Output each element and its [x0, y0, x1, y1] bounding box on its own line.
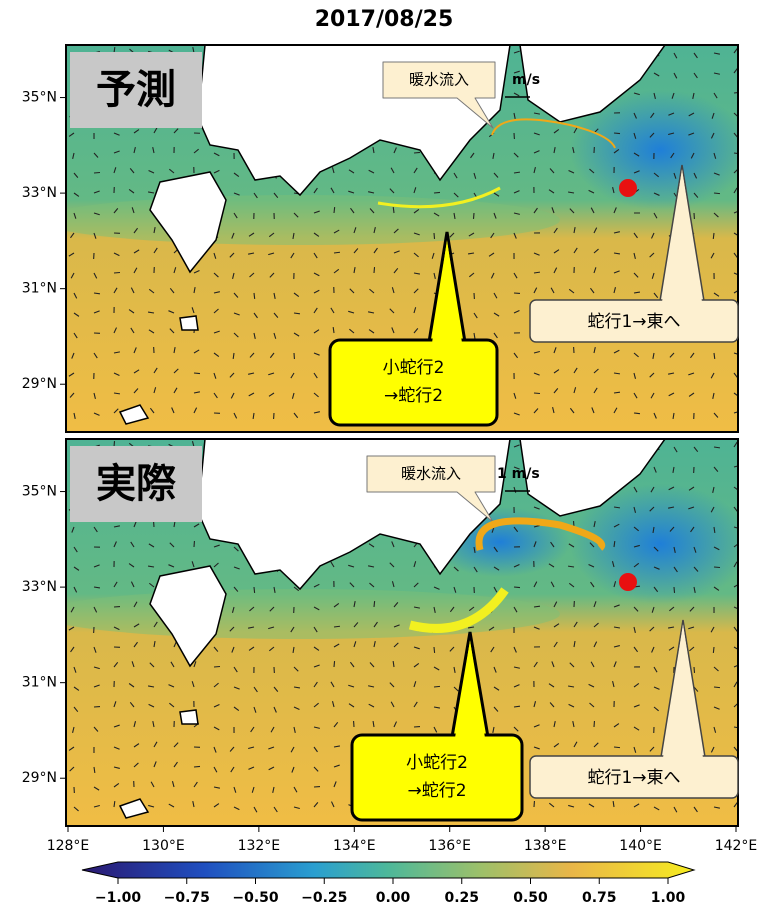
- y-tick-label: 29°N: [22, 770, 57, 786]
- x-tick-label: 132°E: [238, 838, 281, 854]
- flow-vector: [194, 766, 200, 767]
- flow-vector: [634, 413, 640, 414]
- flow-vector: [393, 207, 394, 213]
- flow-vector: [334, 661, 335, 667]
- colorbar-tick-label: −1.00: [95, 890, 142, 906]
- land: [180, 710, 198, 724]
- flow-vector: [254, 293, 255, 299]
- flow-vector: [374, 267, 375, 273]
- flow-vector: [434, 686, 440, 687]
- colorbar-tick-label: −0.75: [164, 890, 210, 906]
- flow-vector: [434, 233, 435, 239]
- colorbar-tick-label: 0.00: [376, 890, 411, 906]
- x-tick-label: 140°E: [619, 838, 662, 854]
- flow-vector: [434, 647, 435, 653]
- scale-label: 1 m/s: [497, 466, 540, 482]
- colorbar-tick-label: 1.00: [651, 890, 686, 906]
- x-tick-label: 128°E: [47, 838, 90, 854]
- colorbar-tick-label: −0.25: [301, 890, 347, 906]
- flow-vector: [694, 667, 695, 673]
- callout-text: 蛇行1→東へ: [587, 312, 680, 332]
- flow-vector: [734, 92, 740, 93]
- flow-vector: [334, 626, 340, 627]
- flow-vector: [534, 606, 540, 607]
- flow-vector: [713, 233, 714, 239]
- colorbar-tick-label: 0.25: [444, 890, 479, 906]
- flow-vector: [714, 687, 720, 688]
- flow-vector: [414, 152, 420, 153]
- colorbar: −1.00 −0.75 −0.50 −0.25 0.00 0.25 0.50 0.75 1.00: [82, 862, 694, 906]
- y-tick-label: 31°N: [22, 675, 57, 691]
- map-panel: 29°N 31°N 33°N 35°N 予測 暖水流入 m/s 小蛇行2 →蛇行2 蛇行1→東へ: [22, 45, 750, 432]
- callout: [352, 735, 522, 820]
- flow-vector: [614, 133, 620, 134]
- x-tick-label: 136°E: [428, 838, 471, 854]
- callout: [330, 340, 497, 425]
- flow-vector: [674, 587, 675, 593]
- flow-vector: [334, 207, 335, 213]
- colorbar-tick-label: 0.75: [582, 890, 617, 906]
- panel-label: 実際: [96, 461, 176, 507]
- y-tick-label: 35°N: [22, 90, 57, 106]
- colorbar-bar: [82, 862, 694, 878]
- callout-text: 小蛇行2: [406, 753, 468, 773]
- location-marker: [619, 573, 637, 591]
- panel-label: 予測: [96, 67, 176, 113]
- flow-vector: [614, 747, 620, 748]
- y-tick-label: 35°N: [22, 484, 57, 500]
- scale-label: m/s: [512, 72, 540, 88]
- flow-vector: [254, 587, 255, 593]
- callout-text: 暖水流入: [401, 465, 461, 483]
- y-tick-label: 31°N: [22, 281, 57, 297]
- coastal-band: [40, 195, 560, 245]
- title: 2017/08/25: [315, 7, 454, 32]
- colorbar-tick-label: −0.50: [232, 890, 279, 906]
- y-tick-label: 33°N: [22, 579, 57, 595]
- flow-vector: [334, 252, 340, 253]
- colorbar-tick-label: 0.50: [513, 890, 548, 906]
- x-tick-label: 138°E: [524, 838, 567, 854]
- flow-vector: [194, 373, 200, 374]
- map-panel: 29°N 31°N 33°N 35°N 実際 暖水流入 1 m/s 小蛇行2 →蛇行2 蛇行1→東…: [22, 439, 750, 826]
- y-tick-label: 33°N: [22, 185, 57, 201]
- callout-text: →蛇行2: [407, 781, 466, 801]
- callout-text: 蛇行1→東へ: [587, 768, 680, 788]
- location-marker: [619, 179, 637, 197]
- land: [180, 316, 198, 330]
- flow-vector: [514, 587, 520, 588]
- flow-vector: [473, 213, 474, 219]
- y-tick-label: 29°N: [22, 376, 57, 392]
- callout-text: 暖水流入: [409, 71, 469, 89]
- callout-text: →蛇行2: [384, 386, 443, 406]
- flow-vector: [434, 192, 440, 193]
- flow-vector: [713, 647, 714, 653]
- flow-vector: [374, 601, 375, 607]
- x-tick-label: 130°E: [142, 838, 185, 854]
- flow-vector: [714, 353, 715, 359]
- callout-text: 小蛇行2: [383, 358, 445, 378]
- x-tick-label: 142°E: [715, 838, 758, 854]
- x-tick-label: 134°E: [333, 838, 376, 854]
- flow-vector: [714, 567, 720, 568]
- flow-vector: [714, 193, 720, 194]
